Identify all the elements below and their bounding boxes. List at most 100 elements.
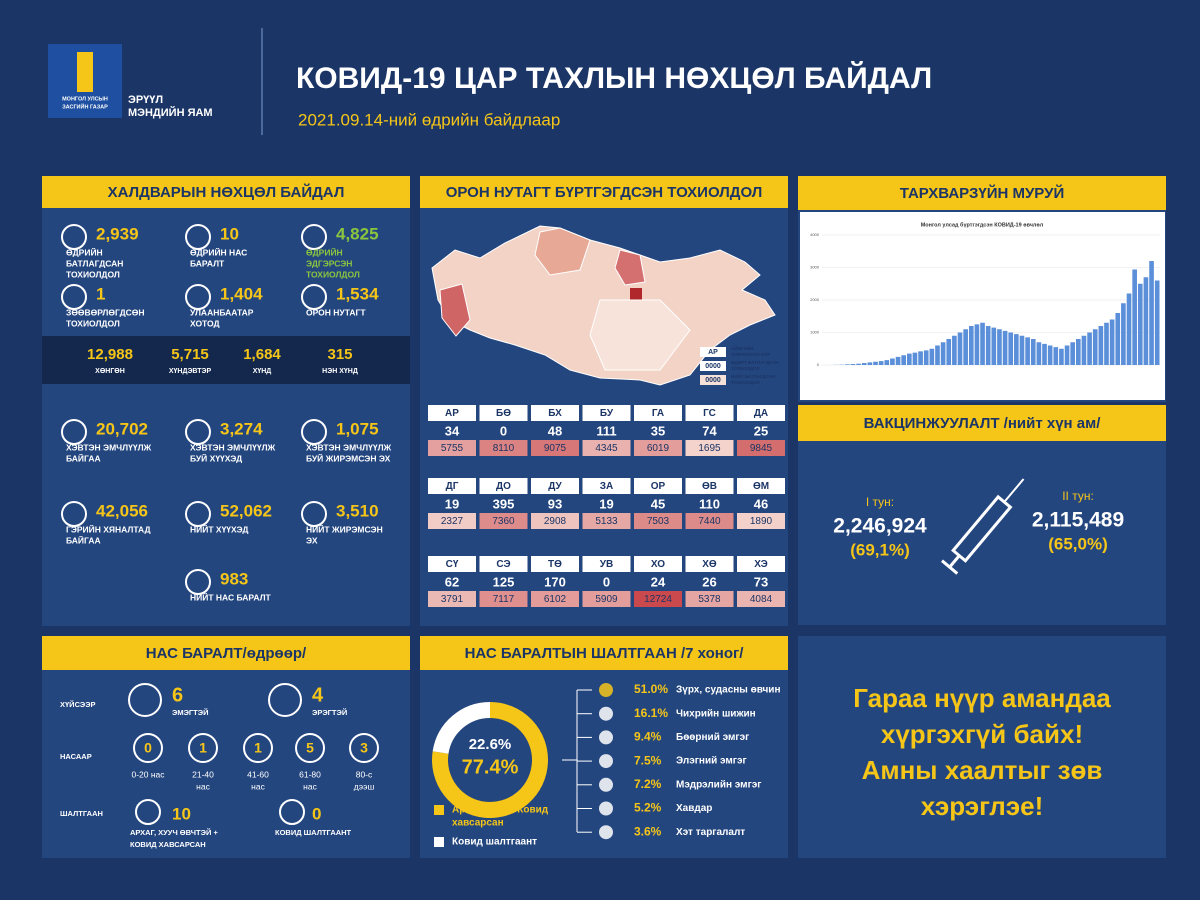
bar bbox=[895, 356, 901, 365]
age-label: 21-40 bbox=[192, 769, 214, 779]
region-total: 1890 bbox=[750, 516, 773, 527]
region-total: 7360 bbox=[492, 516, 515, 527]
subtitle: 2021.09.14-ний өдрийн байдлаар bbox=[298, 110, 560, 129]
bar bbox=[980, 322, 985, 365]
region-total-cell bbox=[737, 591, 785, 607]
region-total: 2327 bbox=[441, 516, 464, 527]
legend-text: ТОХИОЛДОЛ bbox=[731, 380, 760, 385]
bar bbox=[1002, 330, 1008, 365]
region-daily: 395 bbox=[493, 496, 515, 511]
age-value: 1 bbox=[199, 740, 207, 756]
age-label: 41-60 bbox=[247, 769, 269, 779]
title: КОВИД-19 ЦАР ТАХЛЫН НӨХЦӨЛ БАЙДАЛ bbox=[296, 61, 932, 95]
bar bbox=[1008, 332, 1014, 365]
stat-label: ХОТОД bbox=[190, 318, 220, 328]
severity-label: ХҮНДЭВТЭР bbox=[169, 368, 212, 375]
bar bbox=[861, 363, 867, 365]
region-total: 8110 bbox=[493, 443, 515, 454]
stat-label: НИЙТ ХҮҮХЭД bbox=[190, 523, 248, 534]
syringe-part bbox=[1003, 478, 1025, 503]
region-code-cell bbox=[634, 478, 682, 494]
syringe-part bbox=[948, 554, 961, 569]
bar bbox=[1064, 345, 1070, 365]
stat-label: БУЙ ХҮҮХЭД bbox=[190, 452, 242, 463]
dose-pct: (65,0%) bbox=[1048, 534, 1108, 553]
stat-value: 4,825 bbox=[336, 224, 379, 243]
dose-value: 2,246,924 bbox=[833, 515, 927, 538]
bar bbox=[907, 353, 912, 365]
icon bbox=[61, 501, 87, 527]
bar bbox=[1014, 334, 1019, 365]
region-code-cell bbox=[428, 478, 476, 494]
region-code-cell bbox=[479, 556, 528, 572]
cause-name: Чихрийн шижин bbox=[676, 708, 756, 719]
legend-label: хавсарсан bbox=[452, 818, 504, 829]
cause-pct: 51.0% bbox=[634, 682, 668, 696]
panel-title: НАС БАРАЛТЫН ШАЛТГААН /7 хоног/ bbox=[465, 645, 745, 662]
cause-label: КОВИД ШАЛТГААНТ bbox=[275, 828, 352, 837]
region-code-cell bbox=[479, 478, 528, 494]
region-daily: 24 bbox=[651, 574, 666, 589]
region-code: ДГ bbox=[446, 481, 459, 492]
row-label: ХҮЙСЭЭР bbox=[60, 700, 96, 709]
bar bbox=[1132, 269, 1137, 365]
bar bbox=[1053, 347, 1059, 365]
stat-value: 20,702 bbox=[96, 419, 148, 438]
cause-icon bbox=[599, 706, 613, 721]
region-total-cell bbox=[634, 513, 682, 529]
region-daily: 26 bbox=[702, 574, 716, 589]
slogan-line: Амны хаалтыг зөв bbox=[862, 755, 1103, 785]
bar bbox=[1104, 322, 1109, 365]
stat-label: БУЙ ЖИРЭМСЭН ЭХ bbox=[306, 452, 391, 463]
region-total-cell bbox=[428, 513, 476, 529]
age-circle bbox=[188, 733, 218, 763]
bar bbox=[850, 364, 856, 365]
y-tick-label: 2000 bbox=[810, 297, 820, 302]
cause-icon bbox=[599, 801, 613, 816]
age-circle bbox=[295, 733, 325, 763]
region-code-cell bbox=[634, 556, 682, 572]
region-total: 4345 bbox=[595, 443, 618, 454]
stat-label: ХЭВТЭН ЭМЧЛҮҮЛЖ bbox=[190, 442, 276, 452]
syringe-part bbox=[941, 559, 959, 575]
bar bbox=[867, 362, 873, 365]
stat-label: БАЙГАА bbox=[66, 452, 101, 463]
bar bbox=[1143, 277, 1149, 365]
bar bbox=[1076, 339, 1081, 365]
region-daily: 19 bbox=[445, 496, 459, 511]
cause-icon bbox=[599, 730, 613, 745]
region-code-cell bbox=[531, 405, 579, 421]
severity-label: НЭН ХҮНД bbox=[322, 368, 358, 375]
severity-value: 12,988 bbox=[87, 346, 133, 363]
region-daily: 48 bbox=[548, 423, 562, 438]
legend-swatch bbox=[700, 347, 726, 357]
region-total-cell bbox=[479, 440, 528, 456]
stat-value: 2,939 bbox=[96, 224, 139, 243]
region-total-cell bbox=[685, 440, 734, 456]
panel bbox=[42, 176, 410, 626]
stat-value: 1 bbox=[96, 284, 105, 303]
age-label: 61-80 bbox=[299, 769, 321, 779]
region-code-cell bbox=[582, 478, 631, 494]
bar bbox=[856, 363, 861, 365]
region-daily: 93 bbox=[548, 496, 562, 511]
stat-value: 1,075 bbox=[336, 419, 379, 438]
y-tick-label: 3000 bbox=[810, 265, 820, 270]
cause-pct: 7.5% bbox=[634, 753, 662, 767]
slogan-line: хэрэглэе! bbox=[921, 791, 1044, 821]
icon bbox=[61, 284, 87, 310]
age-label: нас bbox=[303, 781, 317, 791]
bar bbox=[1154, 280, 1160, 365]
age-label: дээш bbox=[354, 781, 375, 791]
panel bbox=[798, 636, 1166, 858]
panel-header bbox=[42, 636, 410, 670]
region-daily: 62 bbox=[445, 574, 459, 589]
bar bbox=[1030, 339, 1036, 365]
cause-value: 0 bbox=[312, 804, 321, 823]
cause-label: АРХАГ, ХУУЧ ӨВЧТЭЙ + bbox=[130, 828, 218, 837]
region-code-cell bbox=[685, 556, 734, 572]
region-total-cell bbox=[685, 513, 734, 529]
legend-text: ТОВЧИЛСОН НЭР bbox=[731, 352, 770, 357]
bar bbox=[918, 351, 923, 365]
